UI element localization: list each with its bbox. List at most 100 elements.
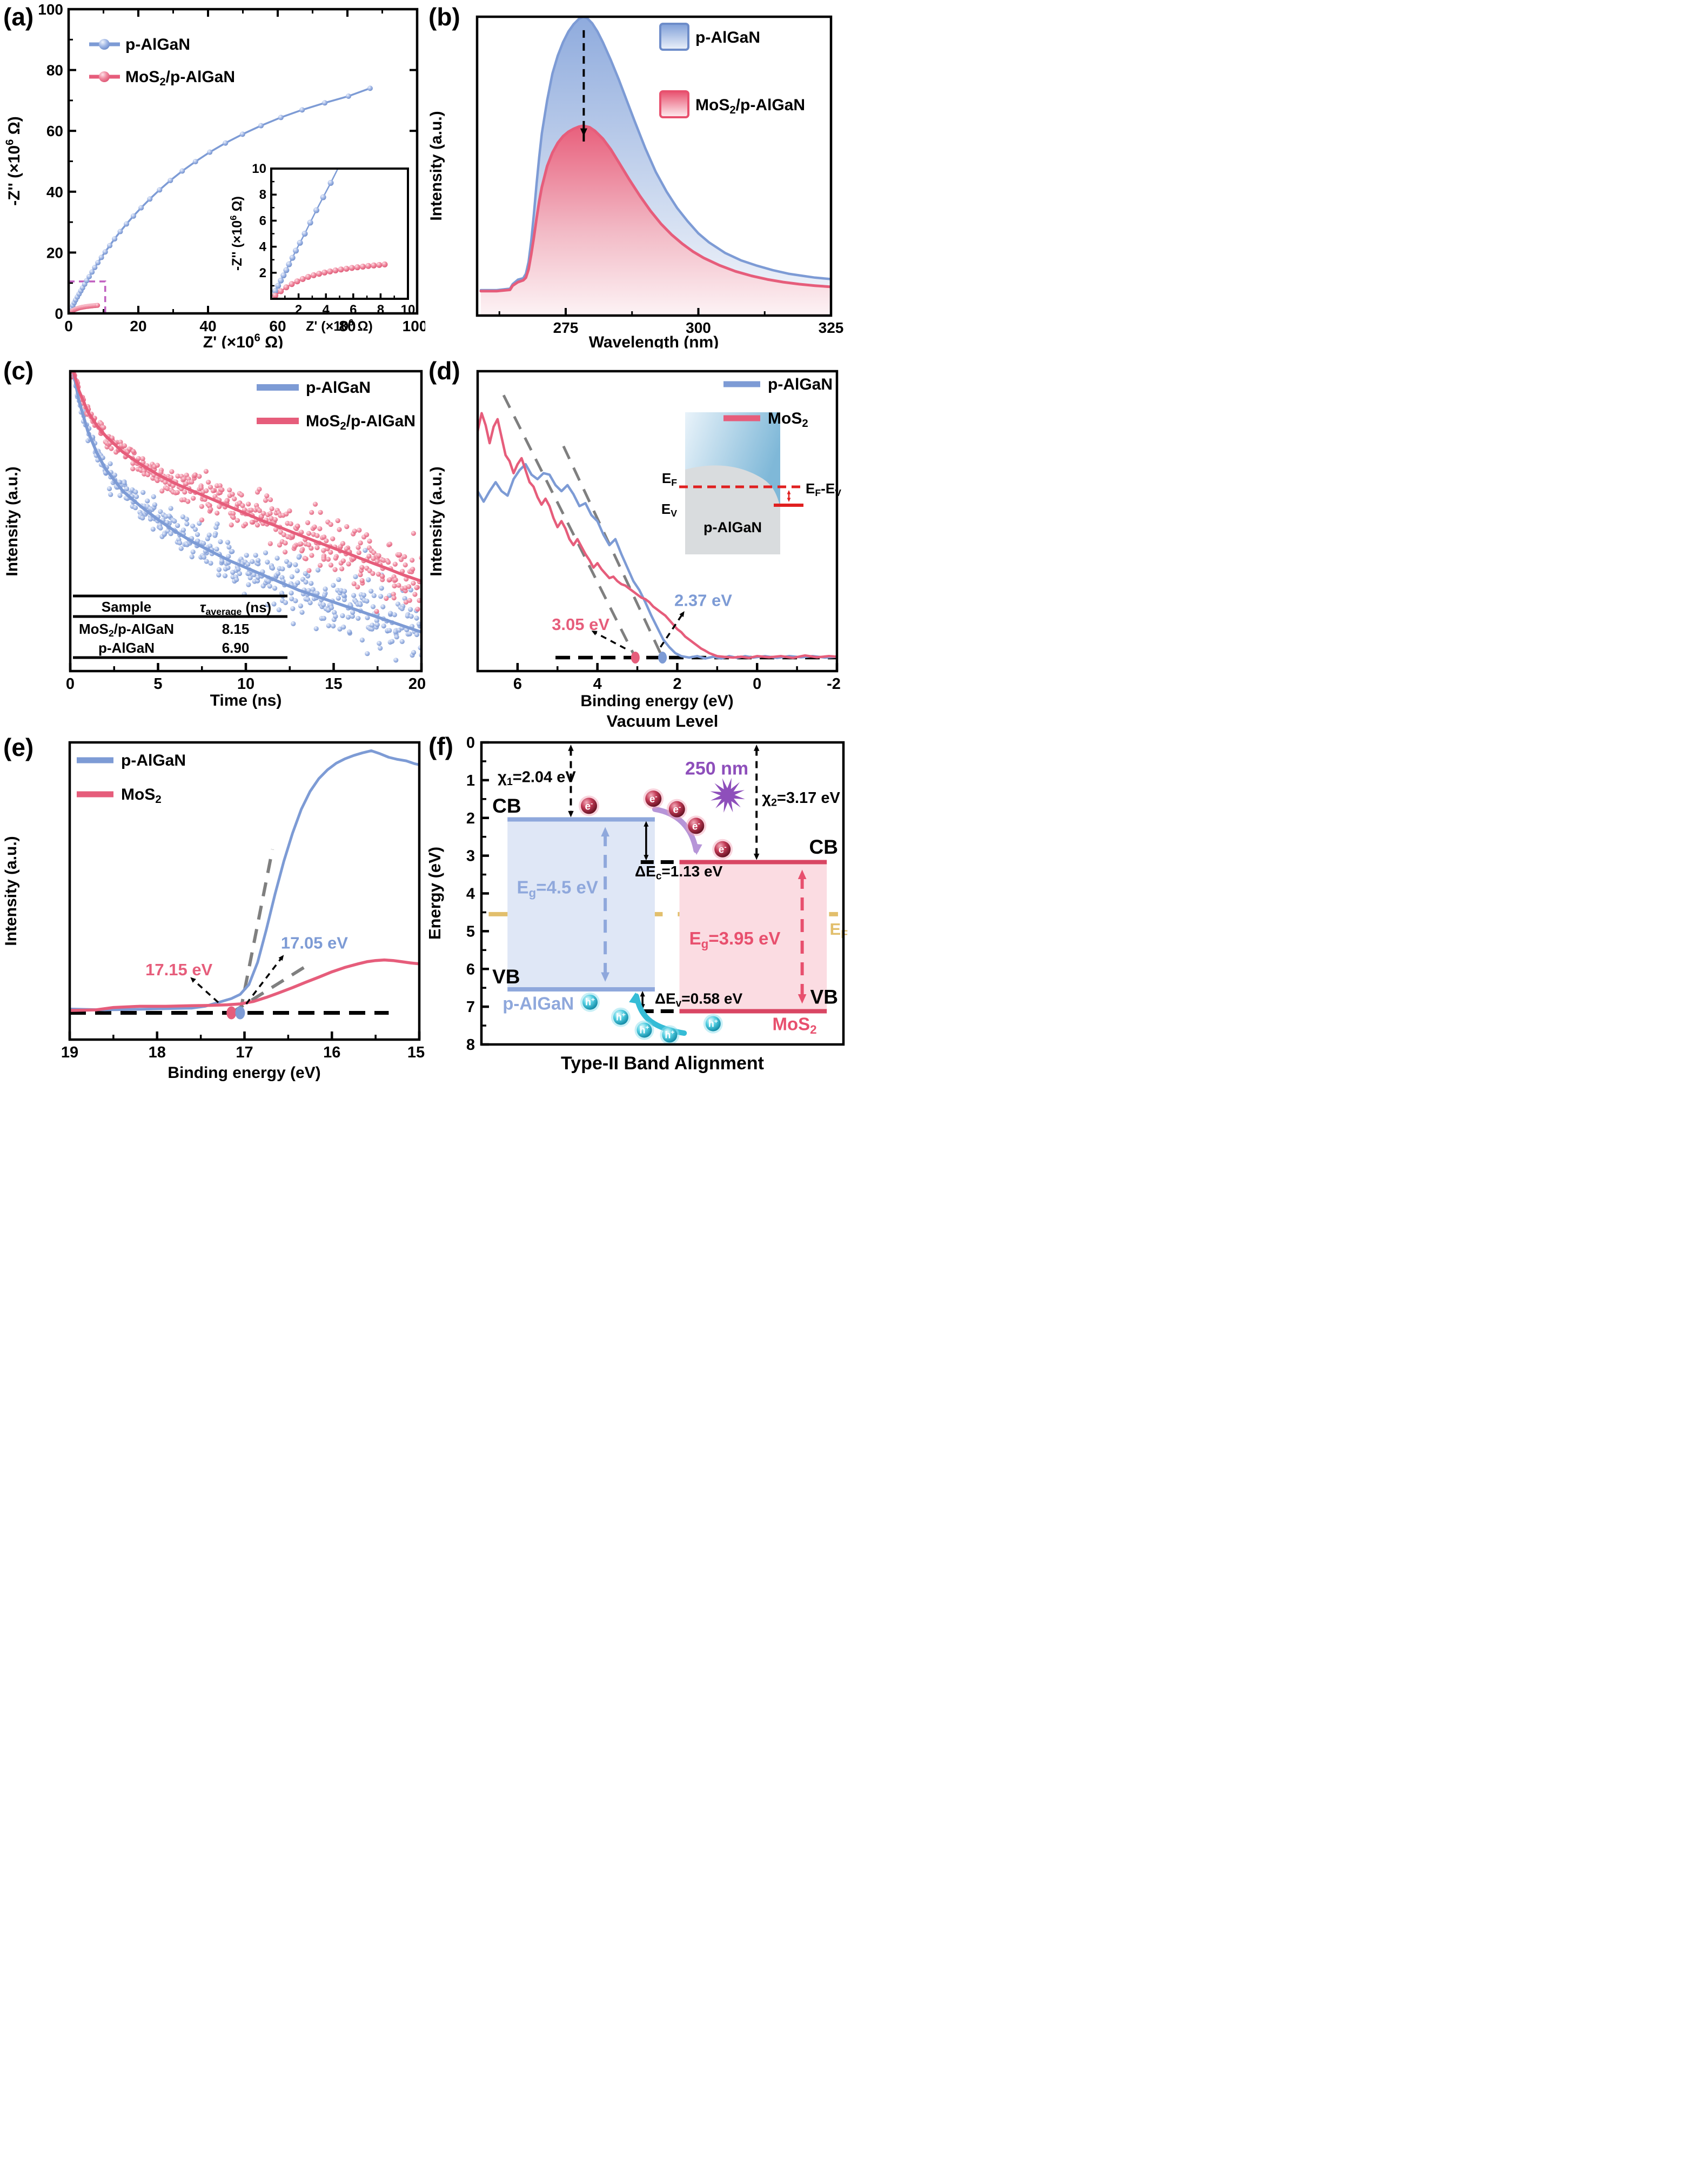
plot-b: 275 300 325 Wavelength (nm) Intensity (a.u.)… xyxy=(427,15,843,349)
series-d xyxy=(478,412,837,660)
axes-e: 19 18 17 16 15 Binding energy (eV) Intensity (… xyxy=(2,836,425,1082)
svg-text:Z' (×106 Ω): Z' (×106 Ω) xyxy=(306,318,373,334)
svg-text:MoS2/p-AlGaN: MoS2/p-AlGaN xyxy=(79,621,174,639)
svg-text:Type-II Band Alignment: Type-II Band Alignment xyxy=(561,1053,764,1074)
svg-text:MoS2/p-AlGaN: MoS2/p-AlGaN xyxy=(306,412,416,432)
annotations-d: 3.05 eV 2.37 eV xyxy=(552,591,732,664)
svg-text:EF: EF xyxy=(662,470,677,488)
svg-text:p-AlGaN: p-AlGaN xyxy=(125,36,190,53)
svg-text:100: 100 xyxy=(403,318,425,334)
svg-text:20: 20 xyxy=(408,675,425,693)
svg-text:p-AlGaN: p-AlGaN xyxy=(768,376,833,393)
svg-text:-Z'' (×106 Ω): -Z'' (×106 Ω) xyxy=(229,196,245,271)
band-p-algan: Eg=4.5 eV xyxy=(507,817,655,991)
electron-affinity-arrows: χ1=2.04 eV χ2=3.17 eV xyxy=(498,745,840,860)
svg-text:EF-EV: EF-EV xyxy=(806,480,841,498)
svg-text:17: 17 xyxy=(236,1044,253,1061)
panel-b-chart: 275 300 325 Wavelength (nm) Intensity (a.u.)… xyxy=(427,15,843,349)
svg-text:e-: e- xyxy=(692,819,700,832)
svg-text:Energy (eV): Energy (eV) xyxy=(425,847,444,940)
svg-text:16: 16 xyxy=(323,1044,340,1061)
holes: h+ h+ h+ h+ h+ xyxy=(580,992,723,1045)
svg-text:p-AlGaN: p-AlGaN xyxy=(703,519,762,535)
panel-d-chart: 3.05 eV 2.37 eV EF EV EF-EV p-AlGaN p-AlGaN MoS… xyxy=(427,370,841,729)
band-offsets: ΔEc=1.13 eV ΔEv=0.58 eV xyxy=(635,821,743,1014)
svg-text:4: 4 xyxy=(259,240,267,254)
svg-text:-2: -2 xyxy=(827,675,841,693)
svg-text:6: 6 xyxy=(350,303,357,317)
plot-f: 0 1 2 3 4 5 6 7 8 Energy (eV) EF Eg=4.5 eV Eg=3.95 e… xyxy=(425,734,848,1074)
axes-b: 275 300 325 Wavelength (nm) Intensity (a.u.) xyxy=(427,111,843,349)
svg-text:p-AlGaN: p-AlGaN xyxy=(98,640,155,656)
svg-text:15: 15 xyxy=(407,1044,425,1061)
svg-text:1: 1 xyxy=(466,772,475,789)
svg-text:Eg=4.5 eV: Eg=4.5 eV xyxy=(517,877,598,900)
svg-text:17.05 eV: 17.05 eV xyxy=(281,933,348,952)
svg-text:p-AlGaN: p-AlGaN xyxy=(306,379,371,397)
svg-text:10: 10 xyxy=(237,675,254,693)
svg-text:17.15 eV: 17.15 eV xyxy=(145,960,212,979)
svg-text:0: 0 xyxy=(66,675,75,693)
svg-text:40: 40 xyxy=(199,318,216,334)
svg-text:MoS2: MoS2 xyxy=(121,786,162,806)
svg-text:MoS2: MoS2 xyxy=(768,410,808,430)
svg-text:p-AlGaN: p-AlGaN xyxy=(121,752,186,769)
svg-text:p-AlGaN: p-AlGaN xyxy=(502,994,574,1014)
panel-a: (a) 0 20 40 60 80 100 0 20 40 60 80 100 Z' (×106 Ω) -… xyxy=(0,0,425,349)
svg-text:19: 19 xyxy=(61,1044,78,1061)
panel-a-label: (a) xyxy=(3,3,34,31)
svg-text:15: 15 xyxy=(325,675,342,693)
svg-text:6: 6 xyxy=(466,961,475,978)
svg-text:χ2=3.17 eV: χ2=3.17 eV xyxy=(762,789,840,809)
svg-text:60: 60 xyxy=(269,318,286,334)
svg-text:Sample: Sample xyxy=(102,599,152,615)
legend-b: p-AlGaN MoS2/p-AlGaN xyxy=(659,23,805,118)
svg-text:7: 7 xyxy=(466,999,475,1016)
panel-c: (c) p-AlGaN MoS2/p-AlGaN Sample τaverage (n… xyxy=(0,349,425,729)
svg-text:80: 80 xyxy=(46,62,63,79)
panel-d-label: (d) xyxy=(428,357,460,385)
svg-text:Intensity (a.u.): Intensity (a.u.) xyxy=(427,466,445,576)
svg-text:e-: e- xyxy=(649,792,658,805)
svg-text:ΔEv=0.58 eV: ΔEv=0.58 eV xyxy=(655,990,743,1010)
svg-text:325: 325 xyxy=(819,319,844,336)
svg-text:6: 6 xyxy=(259,213,266,228)
annotations-e: 17.15 eV 17.05 eV xyxy=(145,933,348,1020)
svg-text:MoS2/p-AlGaN: MoS2/p-AlGaN xyxy=(125,68,235,88)
panel-f-chart: 0 1 2 3 4 5 6 7 8 Energy (eV) EF Eg=4.5 eV Eg=3.95 e… xyxy=(425,734,848,1074)
svg-text:e-: e- xyxy=(585,799,593,812)
svg-text:4: 4 xyxy=(593,675,602,693)
series-a xyxy=(69,85,373,313)
svg-text:VB: VB xyxy=(810,986,838,1008)
svg-text:60: 60 xyxy=(46,123,63,139)
lifetime-table: Sample τaverage (ns) MoS2/p-AlGaN 8.15 p-AlG… xyxy=(73,594,287,659)
svg-text:40: 40 xyxy=(46,184,63,200)
svg-text:8: 8 xyxy=(377,303,384,317)
svg-text:2: 2 xyxy=(259,266,266,280)
svg-text:h+: h+ xyxy=(665,1029,674,1041)
legend-d: p-AlGaN MoS2 xyxy=(723,376,833,430)
svg-text:100: 100 xyxy=(38,1,63,18)
inset-a: 2 4 6 8 10 2 4 6 8 10 Z' (×106 Ω) -Z'' (×106 Ω) xyxy=(229,162,417,334)
svg-text:-Z'' (×106 Ω): -Z'' (×106 Ω) xyxy=(4,116,23,206)
band-bending-inset: EF EV EF-EV p-AlGaN xyxy=(661,412,841,554)
electrons: e-e-e-e-e- xyxy=(578,788,733,860)
svg-text:h+: h+ xyxy=(616,1011,626,1023)
figure-canvas: (a) 0 20 40 60 80 100 0 20 40 60 80 100 Z' (×106 Ω) -… xyxy=(0,0,851,1092)
svg-text:3: 3 xyxy=(466,848,475,865)
svg-text:h+: h+ xyxy=(585,996,595,1008)
svg-text:18: 18 xyxy=(149,1044,166,1061)
svg-text:τaverage (ns): τaverage (ns) xyxy=(200,599,271,617)
svg-text:Eg=3.95 eV: Eg=3.95 eV xyxy=(689,928,781,951)
series-e xyxy=(70,749,419,1012)
panel-e-chart: 17.15 eV 17.05 eV p-AlGaN MoS2 19 18 17 16 15 Bin… xyxy=(2,741,425,1082)
panel-e-label: (e) xyxy=(3,733,34,761)
svg-text:Wavelength (nm): Wavelength (nm) xyxy=(589,333,719,349)
panel-f-label: (f) xyxy=(428,732,453,760)
inset-series xyxy=(272,169,388,299)
svg-text:20: 20 xyxy=(130,318,146,334)
legend-a: p-AlGaN MoS2/p-AlGaN xyxy=(89,36,235,88)
svg-text:2: 2 xyxy=(466,810,475,827)
